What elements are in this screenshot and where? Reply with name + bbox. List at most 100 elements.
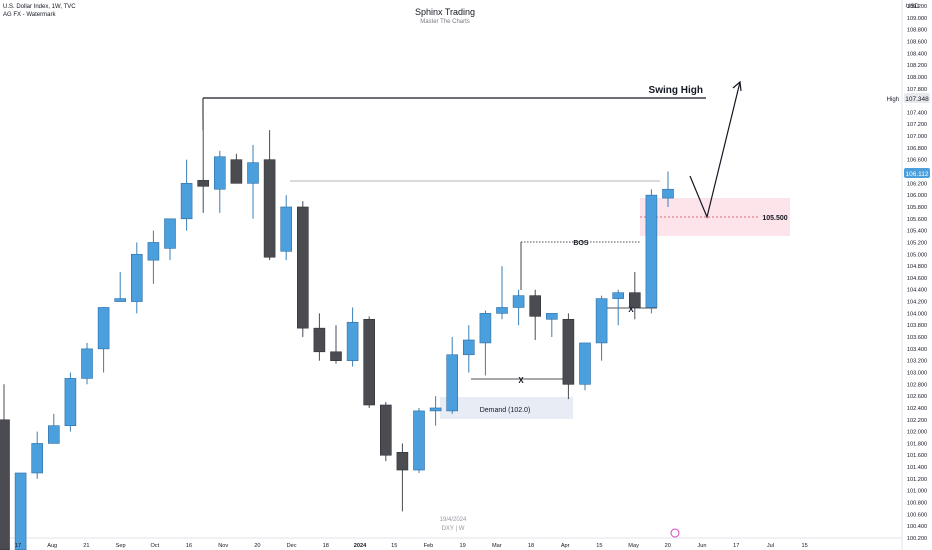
- price-tick-label: 106.800: [907, 146, 927, 152]
- footer-date: 19/4/2024: [439, 517, 467, 523]
- candle-body: [313, 327, 326, 353]
- price-tick-label: 102.600: [907, 394, 927, 400]
- bos-label: BOS: [573, 240, 589, 247]
- price-tick-label: 101.600: [907, 453, 927, 459]
- candle: [14, 472, 27, 550]
- candle-body: [479, 313, 492, 344]
- candle-body: [413, 410, 425, 471]
- price-tick-label: 101.800: [907, 441, 927, 447]
- candle: [330, 325, 342, 364]
- time-tick-label: Sep: [116, 543, 126, 549]
- watermark-line: AG FX - Watermark: [3, 12, 56, 18]
- candle-body: [230, 159, 243, 184]
- time-tick-label: 18: [528, 543, 534, 549]
- candle-body: [64, 378, 77, 426]
- time-tick-label: Nov: [218, 543, 228, 549]
- candle-body: [363, 318, 376, 406]
- time-tick-label: 20: [254, 543, 260, 549]
- candle-body: [529, 295, 542, 317]
- price-tick-label: 107.400: [907, 110, 927, 116]
- demand-zone: [440, 397, 573, 419]
- time-tick-label: Oct: [150, 543, 159, 549]
- candle: [379, 402, 392, 462]
- price-tick-label: 104.600: [907, 276, 927, 282]
- candle-body: [645, 194, 658, 308]
- candle-body: [214, 156, 226, 190]
- currency-label: USD: [906, 4, 919, 10]
- price-tick-label: 109.200: [907, 4, 927, 10]
- chart-subtitle: Master The Charts: [420, 19, 470, 25]
- candle: [147, 230, 160, 284]
- candle-body: [296, 206, 309, 329]
- time-tick-label: Mar: [492, 543, 502, 549]
- tradingview-logo-icon[interactable]: [670, 528, 680, 538]
- price-tick-label: 105.400: [907, 229, 927, 235]
- candle: [263, 130, 276, 261]
- high-tag-label: High: [887, 97, 899, 103]
- candle-body: [164, 218, 176, 249]
- price-tick-label: 108.400: [907, 51, 927, 57]
- candle-body: [280, 206, 293, 252]
- candle: [346, 307, 359, 367]
- candle-body: [396, 451, 409, 471]
- candle-body: [496, 307, 508, 314]
- time-tick-label: 21: [83, 543, 89, 549]
- time-tick-label: 17: [15, 543, 21, 549]
- time-tick-label: Apr: [561, 543, 570, 549]
- candle: [81, 342, 93, 385]
- projection-path: [689, 81, 741, 219]
- candle: [462, 325, 475, 373]
- time-tick-label: 20: [665, 543, 671, 549]
- price-tick-label: 105.200: [907, 240, 927, 246]
- candle-body: [628, 292, 641, 308]
- candle: [64, 372, 77, 432]
- candle: [114, 272, 126, 302]
- price-tick-label: 103.200: [907, 359, 927, 365]
- price-tick-label: 103.600: [907, 335, 927, 341]
- footer-symbol: DXY | W: [441, 526, 465, 532]
- price-tick-label: 104.000: [907, 311, 927, 317]
- time-tick-label: 15: [596, 543, 602, 549]
- candle: [562, 313, 575, 400]
- candle-body: [662, 188, 674, 199]
- candle: [214, 150, 226, 213]
- candle: [662, 171, 674, 207]
- time-axis-labels: 17 Aug 21 Sep Oct 16 Nov 20 Dec 18 2024 15 Feb 19 Mar 1…: [15, 543, 808, 549]
- candle: [197, 118, 209, 213]
- candle: [645, 189, 658, 314]
- time-tick-label: Aug: [47, 543, 57, 549]
- price-tick-label: 108.000: [907, 75, 927, 81]
- price-tick-label: 103.000: [907, 370, 927, 376]
- candle: [164, 218, 176, 261]
- price-tick-label: 104.800: [907, 264, 927, 270]
- candle: [97, 307, 110, 373]
- candle-body: [429, 407, 442, 412]
- candle: [446, 337, 459, 414]
- candle-body: [612, 292, 625, 299]
- candle-body: [97, 307, 110, 350]
- price-tick-label: 106.200: [907, 181, 927, 187]
- time-tick-label: 18: [323, 543, 329, 549]
- price-tick-label: 104.400: [907, 288, 927, 294]
- price-tick-label: 100.400: [907, 524, 927, 530]
- price-tick-label: 102.200: [907, 418, 927, 424]
- candle: [413, 407, 425, 473]
- price-tick-label: 107.800: [907, 87, 927, 93]
- candles-layer: [0, 118, 674, 550]
- candle: [363, 316, 376, 408]
- price-tick-label: 100.200: [907, 536, 927, 542]
- candle: [628, 272, 641, 320]
- time-tick-label: Jul: [767, 543, 774, 549]
- candle: [496, 266, 508, 320]
- candle-body: [180, 183, 193, 220]
- time-tick-label: 15: [801, 543, 807, 549]
- price-tick-label: 106.000: [907, 193, 927, 199]
- high-tag: [904, 93, 930, 103]
- candle: [579, 342, 591, 391]
- candle: [180, 159, 193, 231]
- projection-arrowhead: [732, 80, 742, 92]
- price-axis-labels: 109.200 109.000 108.800 108.600 108.400 108.2…: [907, 4, 927, 542]
- candle: [313, 313, 326, 361]
- level-105500-label: 105.500: [762, 215, 787, 222]
